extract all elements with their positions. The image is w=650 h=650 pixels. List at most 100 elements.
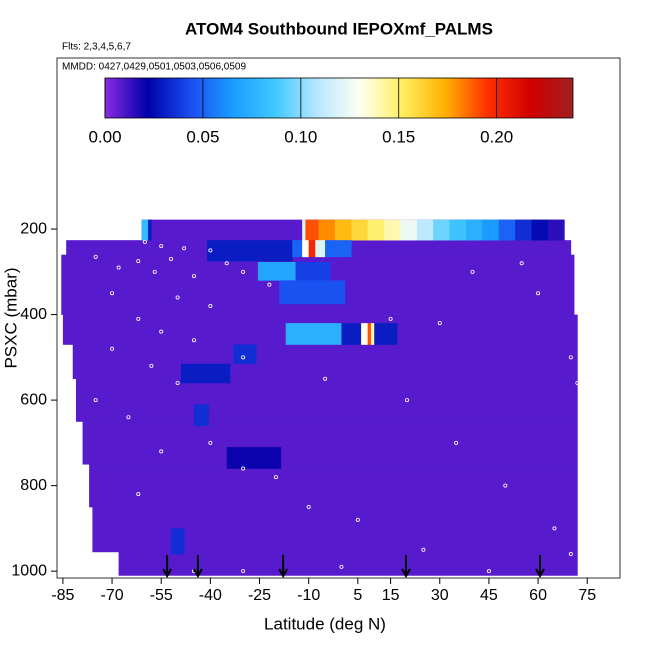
heat-cell [351, 219, 368, 241]
heat-cell [82, 421, 578, 465]
sample-point [208, 440, 213, 445]
x-tick-label: -85 [51, 587, 74, 604]
sample-point [568, 355, 573, 360]
sample-point [149, 363, 154, 368]
sample-point [575, 380, 580, 385]
sample-point [175, 295, 180, 300]
x-tick-label: 75 [578, 587, 596, 604]
heat-cell [92, 507, 578, 553]
heat-cell [531, 219, 549, 241]
sample-point [208, 304, 213, 309]
x-tick-label: 45 [480, 587, 498, 604]
flight-arrow [535, 555, 545, 579]
heat-cell [308, 240, 316, 258]
sample-point [169, 256, 174, 261]
sample-point [404, 398, 409, 403]
heat-cell [285, 323, 342, 345]
sample-point [191, 274, 196, 279]
sample-point [191, 338, 196, 343]
sample-point [136, 316, 141, 321]
sample-point [437, 321, 442, 326]
heat-cell [76, 378, 578, 422]
flight-arrow [401, 555, 411, 579]
flight-arrow [162, 555, 172, 579]
x-tick-label: 60 [529, 587, 547, 604]
sample-point [182, 246, 187, 251]
colorbar-tick-label: 0.10 [284, 127, 317, 146]
heat-cell [416, 219, 434, 241]
sample-point [152, 269, 157, 274]
heat-cell [226, 447, 282, 469]
sample-point [159, 449, 164, 454]
sample-point [486, 569, 491, 574]
sample-point [536, 291, 541, 296]
sample-point [355, 517, 360, 522]
sample-point [454, 440, 459, 445]
heat-cell [449, 219, 467, 241]
heat-cell [302, 240, 309, 258]
sample-point [241, 355, 246, 360]
sample-point [159, 244, 164, 249]
flight-arrow [193, 555, 203, 579]
x-tick-label: 5 [353, 587, 362, 604]
heat-cell [547, 219, 565, 241]
sample-point [159, 329, 164, 334]
heat-cell [148, 219, 152, 241]
sample-point [93, 254, 98, 259]
plot-frame [56, 57, 621, 579]
sample-point [241, 269, 246, 274]
heat-cell [305, 219, 319, 241]
sample-point [568, 552, 573, 557]
heat-cell [171, 528, 185, 555]
heat-cell [374, 323, 398, 345]
heat-cell [118, 551, 578, 576]
heat-cell [341, 323, 362, 345]
colorbar-tick-label: 0.05 [186, 127, 219, 146]
sample-point [110, 346, 115, 351]
y-axis-title: PSXC (mbar) [1, 267, 20, 368]
heat-cell [384, 219, 401, 241]
heat-cell [295, 261, 331, 281]
x-tick-label: -55 [150, 587, 173, 604]
x-tick-label: 15 [382, 587, 400, 604]
x-tick-label: -70 [100, 587, 123, 604]
heat-cell [233, 344, 257, 365]
sample-point [339, 564, 344, 569]
colorbar [104, 77, 574, 119]
sample-point [116, 265, 121, 270]
sample-point [208, 248, 213, 253]
flight-arrow [278, 555, 288, 579]
sample-point [175, 380, 180, 385]
heat-cell [367, 323, 372, 345]
x-tick-label: -25 [248, 587, 271, 604]
y-tick-label: 200 [20, 220, 47, 237]
heat-cell [292, 240, 303, 258]
heat-cell [318, 219, 336, 241]
sample-point [267, 282, 272, 287]
heat-cell [193, 404, 210, 427]
heat-cell [72, 344, 578, 380]
y-tick-label: 400 [20, 306, 47, 323]
y-tick-label: 1000 [11, 562, 47, 579]
heat-cell [141, 219, 149, 241]
heat-cell [400, 219, 418, 241]
colorbar-tick-label: 0.20 [480, 127, 513, 146]
sample-point [519, 261, 524, 266]
colorbar-tick-label: 0.00 [88, 127, 121, 146]
heat-cell [498, 219, 516, 241]
heat-cell [207, 240, 293, 262]
sample-point [323, 376, 328, 381]
dates-label: MMDD: 0427,0429,0501,0503,0506,0509 [62, 62, 246, 73]
heat-cell [180, 363, 231, 384]
heat-cell [482, 219, 500, 241]
heat-cell [89, 464, 578, 508]
x-tick-label: -40 [199, 587, 222, 604]
sample-point [552, 526, 557, 531]
sample-point [93, 398, 98, 403]
heat-cell [325, 240, 352, 258]
sample-point [142, 239, 147, 244]
heat-cell [433, 219, 450, 241]
heat-cell [315, 240, 326, 258]
sample-point [421, 547, 426, 552]
